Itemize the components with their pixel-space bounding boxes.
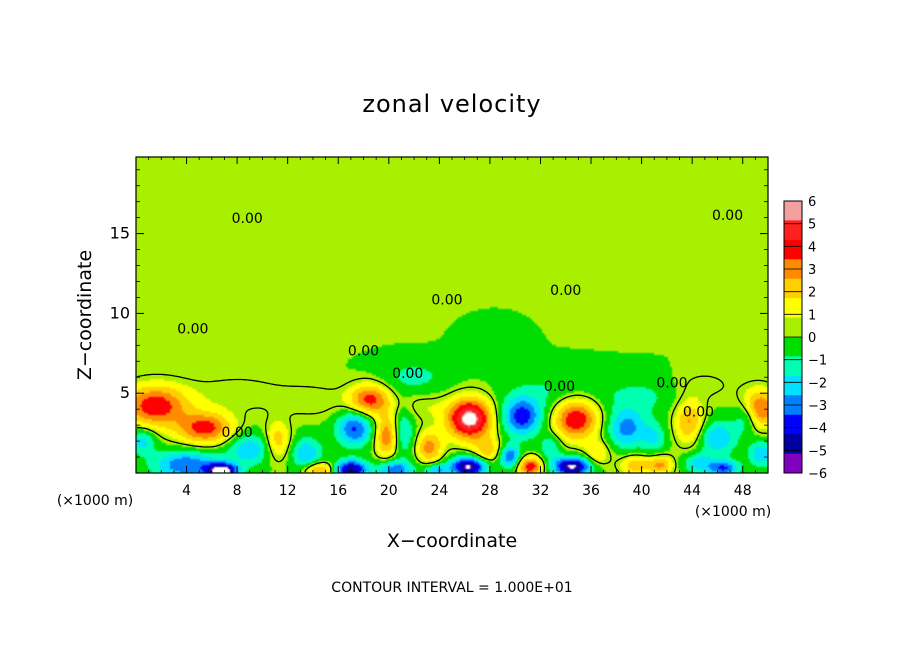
contour-label: 0.00	[431, 293, 462, 309]
colorbar-label: 5	[808, 218, 816, 233]
y-axis-ticks: 5 10 15	[110, 169, 768, 458]
colorbar-swatch	[784, 317, 802, 338]
colorbar-label: −1	[808, 354, 827, 369]
y-axis-label: Z−coordinate	[74, 250, 96, 380]
colorbar-swatch	[784, 201, 802, 221]
x-tick-label: 20	[380, 483, 398, 499]
x-tick-label: 44	[683, 483, 701, 499]
colorbar-swatch	[784, 337, 802, 357]
x-tick-label: 8	[233, 483, 242, 499]
colorbar-label: −3	[808, 399, 827, 414]
x-tick-label: 12	[279, 483, 297, 499]
colorbar-label: 0	[808, 331, 816, 346]
velocity-heatmap	[136, 157, 768, 473]
chart-title: zonal velocity	[362, 90, 541, 118]
colorbar-label: −5	[808, 444, 827, 459]
contour-label: 0.00	[392, 366, 423, 382]
x-unit-right: (×1000 m)	[695, 504, 771, 520]
colorbar-swatch	[784, 434, 802, 455]
colorbar-swatch	[784, 356, 802, 377]
contour-labels: 0.00 0.00 0.00 0.00 0.00 0.00 0.00 0.00 0.00 0.00…	[177, 208, 743, 441]
y-tick-label: 5	[120, 383, 130, 402]
contour-label: 0.00	[656, 376, 687, 392]
colorbar-swatch	[784, 278, 802, 299]
contour-label: 0.00	[348, 344, 379, 360]
colorbar-label: −2	[808, 376, 827, 391]
contour-label: 0.00	[683, 404, 714, 420]
colorbar-swatch	[784, 239, 802, 260]
contour-label: 0.00	[222, 425, 253, 441]
x-tick-label: 40	[633, 483, 651, 499]
x-tick-label: 16	[329, 483, 347, 499]
colorbar-label: 2	[808, 286, 816, 301]
contour-label: 0.00	[550, 283, 581, 299]
zero-contour-path	[136, 373, 768, 473]
colorbar-swatch	[784, 298, 802, 319]
colorbar: 6 5 4 3 2 1 0 −1 −2 −3 −4 −5 −6	[783, 195, 827, 482]
colorbar-label: 4	[808, 240, 816, 255]
x-tick-label: 48	[734, 483, 752, 499]
y-tick-label: 15	[110, 224, 130, 243]
x-tick-label: 36	[582, 483, 600, 499]
x-axis-ticks: 4 8 12 16 20 24 28 32 36 40 44 48	[148, 157, 756, 499]
contour-label: 0.00	[232, 211, 263, 227]
x-tick-label: 24	[430, 483, 448, 499]
contour-interval-note: CONTOUR INTERVAL = 1.000E+01	[331, 580, 572, 596]
contour-label: 0.00	[544, 379, 575, 395]
x-tick-label: 28	[481, 483, 499, 499]
x-unit-left: (×1000 m)	[57, 493, 133, 509]
colorbar-label: −4	[808, 422, 827, 437]
zero-contour-lines	[136, 373, 768, 473]
colorbar-swatch	[784, 375, 802, 396]
x-axis-label: X−coordinate	[387, 530, 517, 552]
colorbar-label: 6	[808, 195, 816, 210]
colorbar-label: 3	[808, 263, 816, 278]
x-tick-label: 32	[532, 483, 550, 499]
colorbar-label: 1	[808, 308, 816, 323]
contour-label: 0.00	[177, 321, 208, 337]
colorbar-label: −6	[808, 467, 827, 482]
colorbar-swatch	[784, 453, 802, 474]
colorbar-swatch	[784, 414, 802, 435]
x-tick-label: 4	[182, 483, 191, 499]
colorbar-swatch	[784, 220, 802, 241]
y-tick-label: 10	[110, 303, 130, 322]
contour-label: 0.00	[712, 208, 743, 224]
